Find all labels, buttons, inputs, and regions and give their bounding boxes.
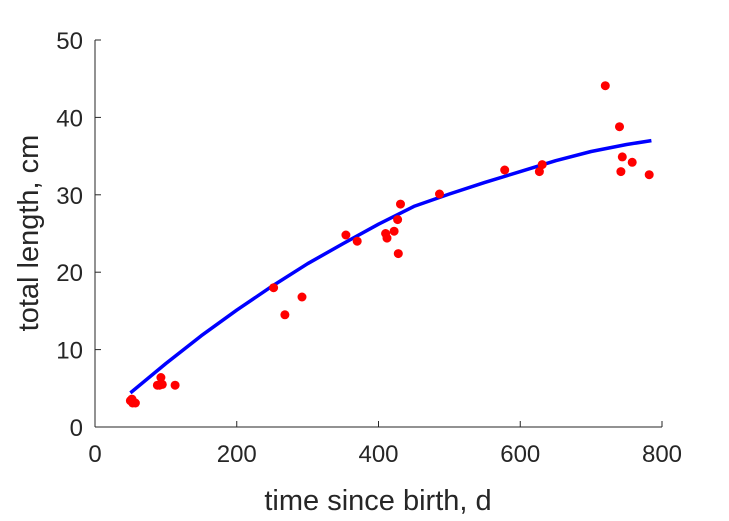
data-point [269,283,279,293]
data-point [435,189,444,199]
data-point [393,249,403,259]
data-point [396,199,405,209]
y-ticks: 0 10 20 30 40 50 [56,28,101,442]
y-tick-label: 10 [56,338,83,365]
data-point [297,292,307,302]
x-axis-label: time since birth, d [264,485,491,517]
data-point [534,167,544,177]
data-point [130,398,140,408]
data-point [341,230,351,240]
data-point [537,160,547,170]
data-points-layer [125,81,654,408]
data-point [352,236,362,246]
y-axis-label: total length, cm [13,135,45,332]
data-point [170,380,180,390]
x-ticks: 0 200 400 600 800 [88,421,682,468]
data-point [156,373,166,382]
y-tick-label: 30 [56,183,83,210]
data-point [627,157,637,167]
x-tick-label: 800 [642,441,682,468]
x-tick-label: 400 [358,441,398,468]
data-point [389,226,399,236]
data-point [600,81,610,91]
y-tick-label: 50 [56,28,83,55]
data-point [393,215,403,225]
x-tick-label: 600 [500,441,540,468]
data-point [615,122,624,132]
fit-curve [129,138,652,395]
data-point [616,167,626,177]
y-tick-label: 40 [56,105,83,132]
y-tick-label: 20 [56,260,83,287]
fit-curve-layer [129,138,652,395]
data-point [382,233,392,243]
data-point [500,165,510,175]
y-tick-label: 0 [70,415,83,442]
x-tick-label: 0 [88,441,101,468]
data-point [617,152,627,162]
data-point [644,170,654,180]
data-point [280,310,290,320]
x-tick-label: 200 [217,441,257,468]
plot-area: 0 200 400 600 800 0 10 20 30 40 50 [56,28,682,468]
data-point [157,379,167,389]
